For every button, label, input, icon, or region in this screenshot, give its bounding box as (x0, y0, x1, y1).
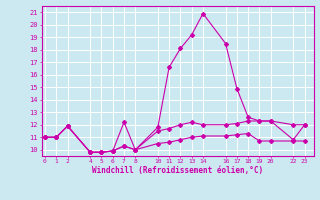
X-axis label: Windchill (Refroidissement éolien,°C): Windchill (Refroidissement éolien,°C) (92, 166, 263, 175)
